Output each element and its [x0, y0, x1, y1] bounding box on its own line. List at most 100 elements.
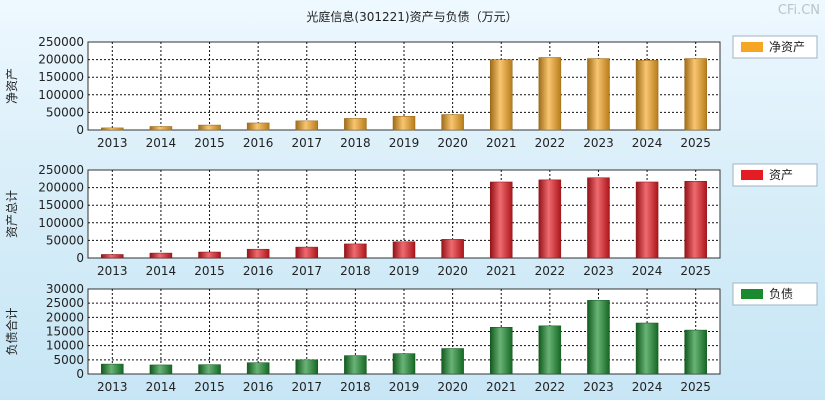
y-tick-label: 25000 [46, 296, 84, 310]
x-tick-label: 2017 [291, 380, 322, 394]
legend-box [732, 35, 818, 59]
bar-2021 [489, 181, 513, 259]
bar-2017 [295, 359, 319, 375]
bar-2013 [101, 127, 124, 131]
x-tick-label: 2019 [389, 264, 420, 278]
bar-2014 [149, 364, 173, 375]
legend-box [732, 282, 818, 306]
y-tick-label: 200000 [38, 181, 84, 195]
y-axis-label: 净资产 [5, 68, 19, 104]
bar-2019 [392, 116, 416, 131]
x-tick-label: 2015 [194, 136, 225, 150]
y-tick-label: 0 [76, 367, 84, 381]
x-tick-label: 2013 [97, 136, 128, 150]
x-tick-label: 2024 [632, 380, 663, 394]
panel-1: 0 50000 100000 150000 200000 250000 2013 2014 20… [5, 35, 818, 150]
x-tick-label: 2014 [146, 136, 177, 150]
bar-2020 [441, 114, 464, 131]
panel-2: 0 50000 100000 150000 200000 250000 2013 2014 20… [5, 163, 818, 278]
x-tick-label: 2021 [486, 380, 517, 394]
y-tick-label: 100000 [38, 216, 84, 230]
y-tick-label: 0 [76, 251, 84, 265]
x-tick-label: 2018 [340, 136, 371, 150]
bar-2025 [684, 329, 707, 375]
x-tick-label: 2023 [583, 136, 614, 150]
bar-2019 [392, 353, 416, 375]
bar-2017 [295, 120, 319, 131]
bar-2018 [344, 243, 367, 259]
x-tick-label: 2013 [97, 380, 128, 394]
y-axis-label: 负债合计 [4, 307, 19, 355]
legend-label: 负债 [769, 287, 793, 301]
x-tick-label: 2020 [437, 136, 468, 150]
x-tick-label: 2022 [535, 380, 566, 394]
x-tick-label: 2016 [243, 136, 274, 150]
bar-2021 [489, 59, 513, 131]
bar-2016 [246, 122, 270, 131]
y-axis-label: 资产总计 [5, 190, 19, 238]
bar-2015 [198, 364, 221, 375]
bar-2018 [344, 355, 367, 375]
x-tick-label: 2017 [291, 136, 322, 150]
x-tick-label: 2025 [680, 136, 711, 150]
bar-2024 [635, 60, 659, 131]
chart-title: 光庭信息(301221)资产与负债（万元） [306, 9, 517, 24]
x-tick-label: 2016 [243, 380, 274, 394]
x-tick-label: 2020 [437, 264, 468, 278]
y-tick-label: 150000 [38, 198, 84, 212]
legend-box [732, 163, 818, 187]
legend: 净资产 [732, 35, 818, 59]
x-tick-label: 2015 [194, 264, 225, 278]
bar-2014 [149, 252, 173, 259]
bar-2014 [149, 126, 173, 131]
y-tick-label: 50000 [46, 105, 84, 119]
bar-2017 [295, 246, 319, 259]
x-tick-label: 2021 [486, 264, 517, 278]
legend-swatch [741, 42, 763, 52]
y-tick-label: 30000 [46, 282, 84, 296]
y-tick-label: 10000 [46, 339, 84, 353]
bar-2013 [101, 254, 124, 259]
bar-2022 [538, 325, 562, 375]
x-tick-label: 2017 [291, 264, 322, 278]
bar-2021 [489, 327, 513, 375]
x-tick-label: 2022 [535, 136, 566, 150]
bar-2015 [198, 251, 221, 259]
bar-2015 [198, 124, 221, 131]
x-tick-label: 2023 [583, 264, 614, 278]
x-tick-label: 2015 [194, 380, 225, 394]
legend: 资产 [732, 163, 818, 187]
y-tick-label: 20000 [46, 310, 84, 324]
x-tick-label: 2016 [243, 264, 274, 278]
bar-2013 [101, 363, 124, 375]
y-tick-label: 0 [76, 123, 84, 137]
legend-label: 净资产 [769, 40, 805, 54]
watermark: CFi.CN [778, 3, 820, 18]
bar-2025 [684, 181, 707, 259]
y-tick-label: 150000 [38, 70, 84, 84]
x-tick-label: 2019 [389, 136, 420, 150]
bar-2025 [684, 58, 707, 131]
bar-2024 [635, 181, 659, 259]
legend-label: 资产 [769, 168, 793, 182]
bar-2020 [441, 239, 464, 259]
y-tick-label: 200000 [38, 53, 84, 67]
x-tick-label: 2019 [389, 380, 420, 394]
x-tick-label: 2014 [146, 264, 177, 278]
bar-2016 [246, 248, 270, 259]
y-tick-label: 250000 [38, 163, 84, 177]
bar-2024 [635, 322, 659, 375]
x-tick-label: 2024 [632, 264, 663, 278]
legend: 负债 [732, 282, 818, 306]
bar-2016 [246, 362, 270, 375]
legend-swatch [741, 170, 763, 180]
bar-2018 [344, 118, 367, 131]
y-tick-label: 15000 [46, 325, 84, 339]
x-tick-label: 2024 [632, 136, 663, 150]
bar-2022 [538, 179, 562, 259]
bar-2022 [538, 57, 562, 131]
legend-swatch [741, 289, 763, 299]
